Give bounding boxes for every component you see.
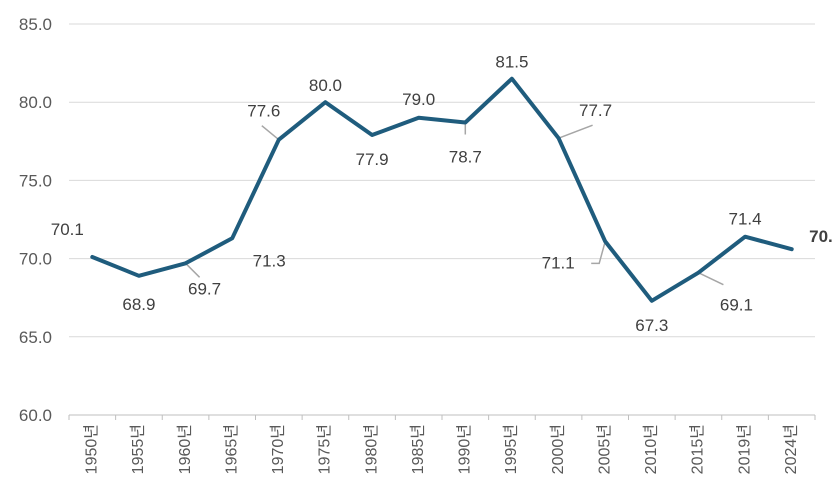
x-tick-label: 2015년 [689, 424, 707, 474]
data-label: 77.6 [247, 102, 280, 121]
y-tick-label: 60.0 [19, 406, 52, 425]
x-tick-label: 2019년 [735, 424, 753, 474]
data-label: 80.0 [309, 76, 342, 95]
y-tick-label: 65.0 [19, 328, 52, 347]
x-tick-label: 2010년 [642, 424, 660, 474]
data-label: 81.5 [495, 53, 528, 72]
data-label: 68.9 [122, 295, 155, 314]
data-label: 77.7 [579, 101, 612, 120]
label-leader-line [698, 272, 724, 286]
label-leader-line [558, 124, 593, 139]
label-leader-line [185, 262, 201, 278]
label-leader-line [591, 241, 606, 265]
data-label: 78.7 [449, 148, 482, 167]
label-leader-lines [185, 124, 724, 286]
x-tick-label: 1965년 [222, 424, 240, 474]
y-tick-label: 85.0 [19, 15, 52, 34]
x-tick-label: 2024년 [782, 424, 800, 474]
series [90, 76, 794, 303]
y-tick-label: 70.0 [19, 250, 52, 269]
data-labels: 70.1 68.9 69.7 71.3 77.6 80.0 77.9 79.0 78.7 81.5… [51, 53, 833, 335]
x-tick-label: 1955년 [129, 424, 147, 474]
y-tick-label: 80.0 [19, 93, 52, 112]
x-tick-label: 1990년 [456, 424, 474, 474]
data-label: 77.9 [356, 150, 389, 169]
data-label: 67.3 [635, 316, 668, 335]
x-tick-label: 2005년 [595, 424, 613, 474]
x-axis: 1950년 1955년 1960년 1965년 1970년 1975년 1980년 1985년… [68, 415, 816, 474]
data-label: 71.3 [253, 251, 286, 270]
gridlines [69, 23, 815, 416]
data-label: 70.6 [809, 227, 833, 246]
label-leader-line [261, 125, 280, 141]
x-tick-label: 1950년 [83, 424, 101, 474]
data-label: 79.0 [402, 90, 435, 109]
data-label: 71.4 [729, 210, 762, 229]
data-label: 71.1 [542, 253, 575, 272]
series-line [90, 76, 794, 303]
x-tick-label: 1985년 [409, 424, 427, 474]
x-tick-label: 1975년 [316, 424, 334, 474]
x-tick-label: 1960년 [176, 424, 194, 474]
y-tick-label: 75.0 [19, 171, 52, 190]
x-tick-label: 1980년 [362, 424, 380, 474]
data-label: 69.1 [720, 296, 753, 315]
x-tick-label: 1970년 [269, 424, 287, 474]
x-tick-label: 2000년 [549, 424, 567, 474]
data-label: 69.7 [188, 279, 221, 298]
x-tick-label: 1995년 [502, 424, 520, 474]
data-label: 70.1 [51, 220, 84, 239]
y-axis: 60.0 65.0 70.0 75.0 80.0 85.0 [19, 15, 52, 425]
